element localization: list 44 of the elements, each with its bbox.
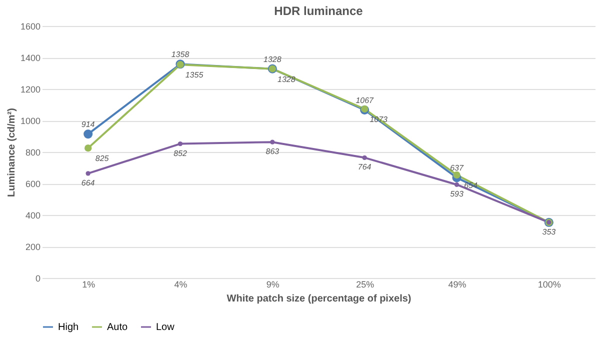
point bbox=[84, 130, 93, 139]
legend-label: Auto bbox=[107, 322, 128, 333]
point bbox=[270, 140, 275, 144]
y-tick-label: 1000 bbox=[20, 116, 40, 126]
data-label: 914 bbox=[81, 120, 96, 130]
point bbox=[178, 141, 183, 146]
data-label: 353 bbox=[542, 227, 556, 236]
chart-title: HDR luminance bbox=[274, 4, 364, 18]
data-label: 1328 bbox=[264, 54, 282, 64]
y-tick-label: 1400 bbox=[20, 53, 40, 63]
data-label: 1328 bbox=[278, 74, 296, 84]
y-tick-label: 600 bbox=[25, 179, 40, 189]
data-label: 1067 bbox=[356, 96, 374, 105]
y-tick-label: 800 bbox=[25, 148, 40, 158]
y-tick-label: 0 bbox=[35, 274, 40, 284]
y-tick-label: 400 bbox=[25, 210, 40, 220]
y-axis-title: Luminance (cd/m²) bbox=[6, 108, 18, 197]
data-label: 825 bbox=[95, 154, 110, 164]
data-label: 637 bbox=[450, 164, 464, 173]
y-tick-label: 1600 bbox=[20, 22, 40, 32]
y-tick-label: 200 bbox=[25, 242, 40, 252]
data-label: 863 bbox=[266, 147, 280, 156]
x-tick-label: 9% bbox=[266, 280, 280, 290]
x-tick-label: 4% bbox=[174, 280, 188, 290]
data-label: 1358 bbox=[171, 50, 190, 60]
x-tick-label: 25% bbox=[356, 280, 374, 290]
data-label: 654 bbox=[464, 180, 478, 190]
legend-label: Low bbox=[156, 322, 176, 333]
x-axis-title: White patch size (percentage of pixels) bbox=[226, 294, 412, 304]
point bbox=[453, 171, 460, 179]
point bbox=[86, 171, 90, 176]
data-label: 764 bbox=[358, 162, 372, 172]
x-tick-label: 49% bbox=[448, 280, 466, 290]
x-tick-label: 1% bbox=[82, 280, 96, 290]
legend-label: High bbox=[58, 322, 79, 333]
data-label: 1355 bbox=[185, 70, 204, 80]
data-label: 852 bbox=[174, 148, 188, 158]
data-label: 664 bbox=[81, 178, 96, 188]
point bbox=[84, 144, 92, 152]
y-tick-label: 1200 bbox=[20, 84, 40, 94]
data-label: 593 bbox=[450, 190, 464, 199]
x-tick-label: 100% bbox=[538, 280, 561, 290]
point bbox=[362, 155, 367, 160]
point bbox=[454, 182, 460, 187]
